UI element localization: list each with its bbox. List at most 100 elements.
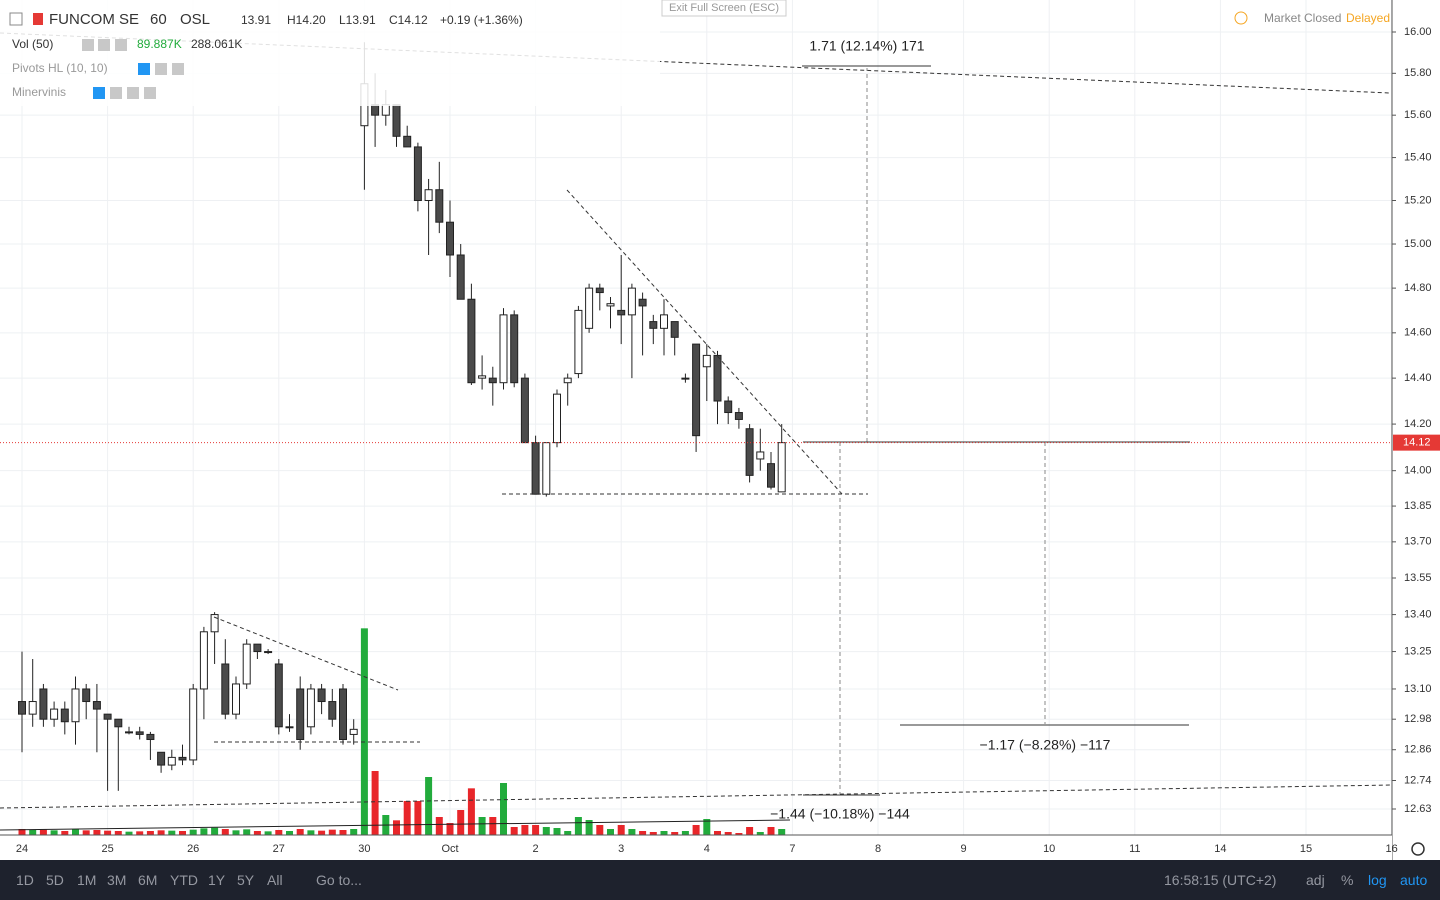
volume-bar xyxy=(318,830,326,835)
candle-body xyxy=(125,731,133,734)
volume-bar xyxy=(136,831,144,835)
volume-bar xyxy=(29,830,37,835)
range[interactable]: 6M xyxy=(138,872,158,888)
volume-ma xyxy=(0,819,791,831)
settings-icon[interactable] xyxy=(1411,842,1425,856)
y-tick-label: 14.00 xyxy=(1404,465,1432,477)
time-axis xyxy=(0,835,1392,860)
range[interactable]: 3M xyxy=(107,872,127,888)
volume-bar xyxy=(232,830,240,835)
toggle[interactable]: adj xyxy=(1306,872,1325,888)
interval[interactable]: 60 xyxy=(150,11,167,28)
volume-bar xyxy=(564,831,572,835)
x-tick-label: 10 xyxy=(1043,843,1055,855)
toggle[interactable]: log xyxy=(1368,872,1387,888)
x-tick-label: 4 xyxy=(704,843,710,855)
volume-bar xyxy=(478,817,486,835)
trendline xyxy=(213,616,399,691)
y-tick-label: 12.74 xyxy=(1404,774,1432,786)
volume-bar xyxy=(157,830,165,835)
candle-body xyxy=(767,463,775,488)
candle-body xyxy=(339,688,347,741)
range[interactable]: 1Y xyxy=(208,872,226,888)
icons xyxy=(82,39,184,99)
toggle[interactable]: % xyxy=(1341,872,1354,888)
toggle[interactable]: auto xyxy=(1400,872,1428,888)
warning-icon xyxy=(1234,11,1248,25)
candle-body xyxy=(606,303,615,307)
bottom-toolbar: 1D 5D 1M 3M 6M YTD 1Y 5Y All Go to... 16… xyxy=(0,860,1440,900)
indicator[interactable]: Minervinis xyxy=(12,85,66,99)
y-tick-label: 15.40 xyxy=(1404,151,1432,163)
range[interactable]: 1M xyxy=(77,872,97,888)
volume-bar xyxy=(639,831,647,835)
y-tick-label: 13.70 xyxy=(1404,536,1432,548)
symbol[interactable]: FUNCOM SE xyxy=(49,11,139,28)
candle-body xyxy=(317,688,326,703)
candle-body xyxy=(103,713,112,720)
candle-body xyxy=(617,309,626,316)
indicator[interactable]: Pivots HL (10, 10) xyxy=(12,61,108,75)
y-tick-label: 14.80 xyxy=(1404,282,1432,294)
last-price-box xyxy=(1393,434,1440,451)
range[interactable]: All xyxy=(267,872,283,888)
volume-bar xyxy=(360,628,368,835)
candle-body xyxy=(157,751,166,766)
clock: 16:58:15 (UTC+2) xyxy=(1164,872,1277,888)
volume-bar xyxy=(211,827,219,835)
candle-body xyxy=(724,400,733,414)
volume-bar xyxy=(168,830,176,835)
volume-bar xyxy=(649,832,657,835)
trendline xyxy=(0,784,1393,809)
volume-bar xyxy=(339,830,347,835)
volume-bar xyxy=(275,830,283,835)
volume-bar xyxy=(617,825,625,835)
candle-body xyxy=(296,688,305,741)
candle-body xyxy=(71,688,80,723)
candle-body xyxy=(488,377,497,384)
candle-body xyxy=(28,701,37,715)
exit-button[interactable] xyxy=(661,0,787,17)
candle-body xyxy=(446,221,454,256)
range[interactable]: 1D xyxy=(16,872,34,888)
volume-bar xyxy=(500,783,507,835)
exchange[interactable]: OSL xyxy=(180,11,210,28)
volume-bar xyxy=(72,829,79,835)
candle-body xyxy=(285,726,294,729)
last-price-label: 14.12 xyxy=(1403,437,1431,449)
candle-body xyxy=(135,731,144,735)
range[interactable]: YTD xyxy=(170,872,198,888)
exit-label[interactable]: Exit Full Screen (ESC) xyxy=(669,2,779,14)
volume-bar xyxy=(414,801,422,835)
x-tick-label: Oct xyxy=(441,843,458,855)
volume-bar xyxy=(467,788,475,835)
y-tick-label: 15.20 xyxy=(1404,194,1432,206)
volume-bar xyxy=(18,829,26,835)
x-tick-label: 7 xyxy=(789,843,795,855)
y-tick-label: 15.60 xyxy=(1404,109,1432,121)
y-tick-label: 13.10 xyxy=(1404,683,1432,695)
candle-body xyxy=(381,104,390,116)
candle-body xyxy=(553,393,561,444)
volume-bar xyxy=(93,830,101,835)
indicator[interactable]: Vol (50) xyxy=(12,37,53,51)
candles xyxy=(18,42,786,791)
ohlc-low: L13.91 xyxy=(339,13,376,27)
candle-body xyxy=(221,663,230,715)
range[interactable]: 5D xyxy=(46,872,64,888)
candle-body xyxy=(756,451,765,460)
annotation: −1.17 (−8.28%) −117 xyxy=(980,737,1111,753)
volume-bar xyxy=(542,827,550,835)
vol-ma-value: 288.061K xyxy=(191,37,242,51)
candle-body xyxy=(563,377,572,384)
range[interactable]: 5Y xyxy=(237,872,255,888)
y-tick-label: 13.85 xyxy=(1404,500,1432,512)
goto[interactable]: Go to... xyxy=(316,872,362,888)
candle-body xyxy=(456,254,465,300)
vol-value: 89.887K xyxy=(137,37,182,51)
x-tick-label: 3 xyxy=(618,843,624,855)
volume-bar xyxy=(189,829,197,835)
volume-bar xyxy=(714,831,721,835)
volume-bar xyxy=(146,831,154,835)
